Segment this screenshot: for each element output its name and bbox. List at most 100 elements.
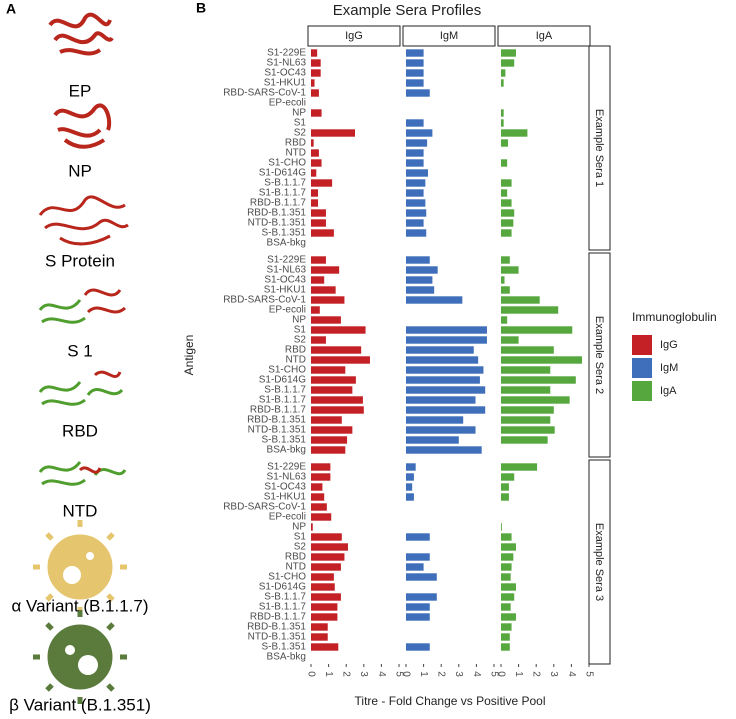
x-tick-label: 4	[471, 671, 482, 677]
y-tick-label: S1-HKU1	[264, 492, 307, 503]
bar	[406, 356, 479, 364]
y-tick-label: BSA-bkg	[267, 652, 306, 663]
y-tick-label: S1-B.1.1.7	[259, 602, 307, 613]
rbd-structure	[38, 370, 124, 406]
bar	[406, 426, 476, 434]
bar	[311, 613, 338, 621]
bar	[311, 336, 326, 344]
y-tick-label: S1-B.1.1.7	[259, 395, 307, 406]
bar	[311, 286, 336, 294]
y-tick-label: S1-D614G	[259, 582, 306, 593]
bar	[406, 119, 424, 127]
ep-structure	[48, 12, 114, 56]
bar	[501, 523, 502, 531]
item-label: NP	[68, 161, 92, 180]
y-tick-label: S-B.1.1.7	[264, 385, 306, 396]
bar	[501, 643, 510, 651]
y-tick-label: NP	[292, 108, 306, 119]
bar	[501, 426, 555, 434]
bar	[501, 199, 512, 207]
bar	[501, 306, 559, 314]
bar	[311, 643, 339, 651]
y-tick-label: S2	[294, 128, 307, 139]
x-tick-label: 1	[513, 671, 524, 677]
y-tick-label: NTD-B.1.351	[248, 218, 307, 229]
y-tick-label: RBD	[285, 552, 306, 563]
bar	[311, 229, 334, 237]
bar	[406, 593, 437, 601]
bar	[406, 209, 427, 217]
y-tick-label: S1-229E	[267, 255, 306, 266]
bar	[311, 326, 366, 334]
ntd-structure	[38, 461, 127, 486]
bar	[406, 326, 487, 334]
bar	[311, 266, 340, 274]
x-tick-label: 5	[488, 671, 499, 677]
bar	[311, 386, 353, 394]
bar	[501, 179, 512, 187]
panel-label: B	[196, 0, 206, 16]
bar	[406, 493, 414, 501]
item-label: S Protein	[45, 251, 115, 270]
y-tick-label: BSA-bkg	[267, 445, 306, 456]
bar	[406, 553, 430, 561]
bar	[501, 159, 508, 167]
x-tick-label: 2	[341, 671, 352, 677]
legend-label: IgM	[660, 362, 678, 374]
bar	[406, 219, 424, 227]
bar	[311, 426, 353, 434]
panel-label: A	[6, 1, 16, 17]
s1-structure	[38, 288, 127, 324]
bar	[311, 59, 321, 67]
y-tick-label: RBD-B.1.351	[247, 208, 306, 219]
bar	[501, 286, 510, 294]
y-tick-label: S-B.1.1.7	[264, 178, 306, 189]
y-tick-label: S1-D614G	[259, 375, 306, 386]
bar	[501, 573, 511, 581]
bar	[406, 256, 430, 264]
bar	[406, 336, 487, 344]
bar	[311, 306, 320, 314]
bar	[406, 483, 413, 491]
bar	[501, 583, 516, 591]
y-tick-label: NTD	[285, 562, 306, 573]
bar	[311, 129, 355, 137]
y-tick-label: RBD-B.1.351	[247, 622, 306, 633]
bar	[501, 533, 512, 541]
bar	[501, 483, 509, 491]
bar	[501, 219, 514, 227]
bar	[501, 129, 528, 137]
y-tick-label: BSA-bkg	[267, 238, 306, 249]
bar	[501, 189, 508, 197]
bar	[406, 149, 424, 157]
y-tick-label: S1-D614G	[259, 168, 306, 179]
legend-title: Immunoglobulin	[632, 310, 717, 324]
bar	[311, 463, 331, 471]
y-tick-label: S1	[294, 325, 307, 336]
x-tick-label: 4	[566, 671, 577, 677]
bar	[311, 513, 332, 521]
x-tick-label: 1	[418, 671, 429, 677]
bar	[406, 286, 435, 294]
y-tick-label: NTD-B.1.351	[248, 425, 307, 436]
facet-strip	[588, 252, 611, 458]
y-tick-label: S1-229E	[267, 462, 306, 473]
bar	[501, 336, 519, 344]
bar	[501, 229, 512, 237]
bar	[311, 346, 362, 354]
bar	[311, 316, 341, 324]
y-tick-label: S1-OC43	[264, 275, 306, 286]
bar	[311, 543, 348, 551]
y-tick-label: S1-NL63	[267, 472, 307, 483]
bar	[311, 189, 319, 197]
s-protein-structure	[38, 195, 129, 246]
bar	[501, 613, 516, 621]
x-tick-label: 3	[358, 671, 369, 677]
x-tick-label: 0	[400, 671, 411, 677]
bar	[501, 266, 519, 274]
bar	[311, 356, 370, 364]
facet-strip-label: IgG	[345, 30, 363, 42]
x-tick-label: 5	[393, 671, 404, 677]
chart-title: Example Sera Profiles	[333, 2, 481, 19]
